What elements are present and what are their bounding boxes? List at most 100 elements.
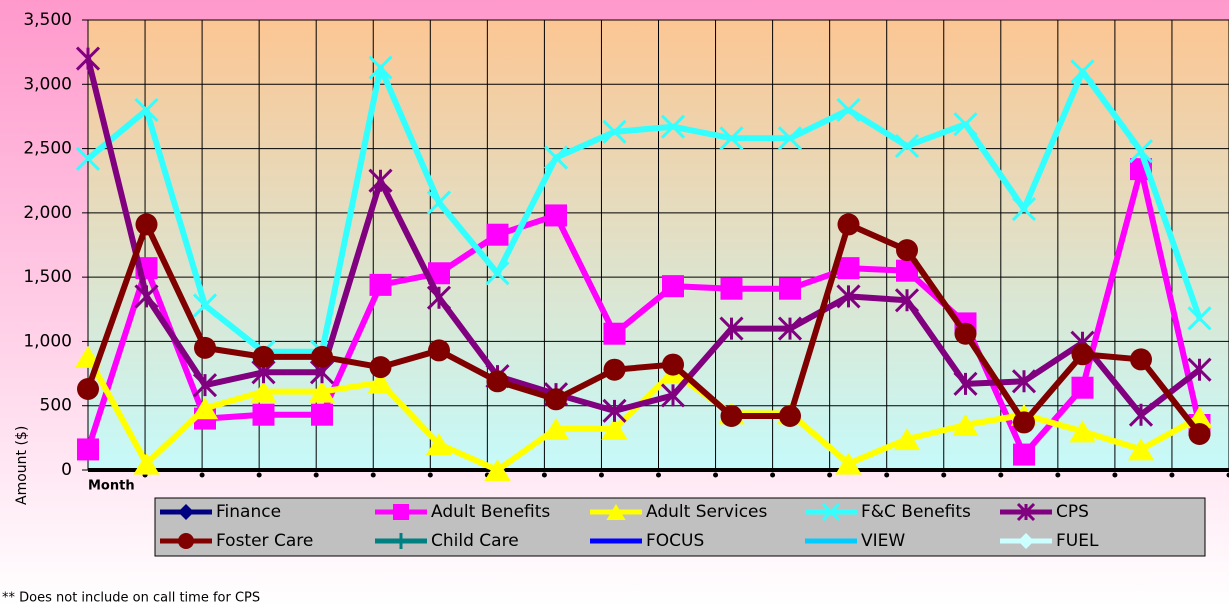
marker bbox=[896, 259, 918, 282]
marker bbox=[1069, 420, 1096, 443]
marker bbox=[133, 452, 160, 475]
marker bbox=[75, 46, 101, 71]
x-tick bbox=[313, 472, 319, 478]
marker bbox=[428, 339, 450, 362]
x-tick bbox=[598, 472, 604, 478]
marker bbox=[484, 459, 511, 481]
marker bbox=[368, 168, 393, 193]
legend-label: F&C Benefits bbox=[861, 502, 971, 522]
marker bbox=[191, 397, 219, 420]
marker bbox=[75, 146, 101, 171]
legend-label: CPS bbox=[1056, 502, 1089, 522]
marker bbox=[308, 380, 336, 403]
legend-label: Foster Care bbox=[216, 531, 313, 551]
x-tick bbox=[1226, 472, 1229, 478]
marker bbox=[777, 316, 803, 341]
legend-label: VIEW bbox=[861, 531, 905, 551]
x-tick bbox=[1055, 472, 1061, 478]
series-line bbox=[86, 64, 1203, 355]
legend-label: Adult Services bbox=[646, 502, 768, 522]
marker bbox=[1187, 306, 1212, 331]
marker bbox=[485, 261, 510, 286]
marker bbox=[77, 438, 99, 461]
x-tick bbox=[770, 472, 776, 478]
marker bbox=[954, 322, 977, 345]
y-tick-label: 1,500 bbox=[23, 267, 72, 287]
marker bbox=[545, 388, 567, 411]
marker bbox=[178, 504, 194, 520]
marker bbox=[602, 119, 627, 144]
marker bbox=[250, 380, 277, 403]
marker bbox=[953, 371, 978, 396]
marker bbox=[311, 345, 333, 368]
marker bbox=[135, 213, 158, 236]
marker bbox=[543, 145, 569, 170]
marker bbox=[425, 433, 453, 456]
marker bbox=[1011, 369, 1037, 394]
marker bbox=[835, 452, 862, 475]
marker bbox=[486, 223, 509, 246]
x-tick bbox=[256, 472, 262, 478]
marker bbox=[1070, 59, 1095, 84]
x-tick bbox=[827, 472, 833, 478]
y-tick-label: 2,000 bbox=[23, 203, 72, 223]
marker bbox=[1188, 423, 1211, 445]
marker bbox=[953, 112, 978, 137]
marker bbox=[837, 257, 860, 280]
marker bbox=[1128, 139, 1154, 164]
x-tick bbox=[199, 472, 205, 478]
marker bbox=[1128, 402, 1154, 427]
marker bbox=[192, 293, 218, 318]
marker bbox=[252, 345, 275, 368]
marker bbox=[952, 414, 979, 436]
marker bbox=[369, 273, 392, 296]
x-tick bbox=[884, 472, 890, 478]
legend-label: Adult Benefits bbox=[431, 502, 550, 522]
marker bbox=[837, 213, 860, 236]
marker bbox=[393, 504, 409, 520]
marker bbox=[194, 336, 216, 359]
marker bbox=[821, 502, 841, 522]
marker bbox=[894, 288, 920, 313]
marker bbox=[779, 405, 801, 427]
marker bbox=[368, 55, 393, 80]
x-tick bbox=[370, 472, 376, 478]
marker bbox=[660, 383, 686, 408]
legend-label: Child Care bbox=[431, 531, 519, 551]
marker bbox=[367, 371, 394, 394]
x-tick bbox=[941, 472, 947, 478]
legend-label: Finance bbox=[216, 502, 281, 522]
marker bbox=[779, 277, 801, 300]
marker bbox=[1013, 443, 1035, 466]
marker bbox=[545, 204, 567, 227]
marker bbox=[1127, 438, 1155, 461]
marker bbox=[426, 190, 452, 215]
marker bbox=[1071, 376, 1094, 399]
marker bbox=[252, 403, 275, 426]
marker bbox=[1013, 411, 1035, 434]
marker bbox=[606, 504, 626, 520]
x-tick bbox=[713, 472, 719, 478]
marker bbox=[836, 284, 861, 309]
marker bbox=[369, 356, 392, 379]
marker bbox=[603, 358, 626, 381]
x-tick bbox=[541, 472, 547, 478]
marker bbox=[660, 114, 686, 139]
marker bbox=[486, 370, 509, 393]
marker bbox=[896, 239, 918, 262]
y-tick-label: 3,000 bbox=[23, 74, 72, 94]
y-tick-label: 0 bbox=[61, 460, 72, 480]
marker bbox=[178, 533, 194, 549]
marker bbox=[1011, 196, 1037, 222]
marker bbox=[836, 97, 861, 123]
x-tick bbox=[427, 472, 433, 478]
marker bbox=[719, 126, 744, 151]
marker bbox=[603, 322, 626, 345]
marker bbox=[1130, 348, 1152, 371]
marker bbox=[428, 262, 450, 285]
legend-label: FUEL bbox=[1056, 531, 1099, 551]
marker bbox=[77, 378, 99, 400]
marker bbox=[601, 417, 628, 440]
marker bbox=[719, 316, 744, 341]
